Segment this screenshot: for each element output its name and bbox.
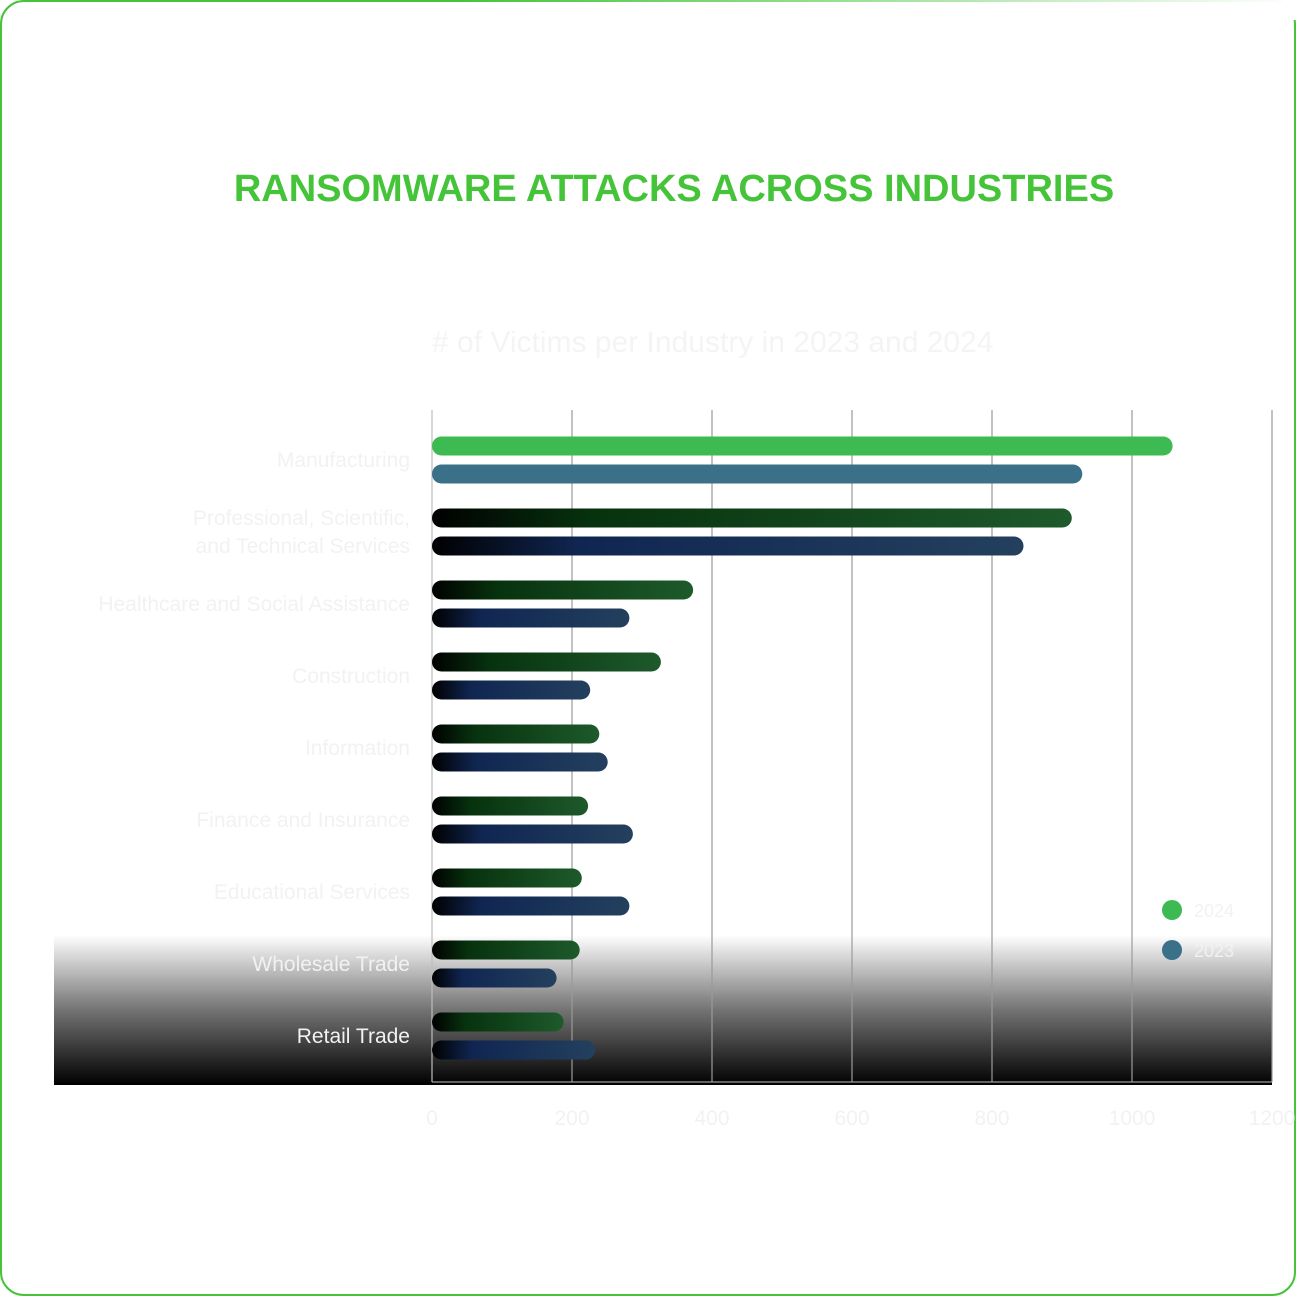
bar-2024 xyxy=(432,652,661,672)
category-label: Educational Services xyxy=(214,881,410,904)
category-label: Finance and Insurance xyxy=(196,809,410,832)
category-label: Healthcare and Social Assistance xyxy=(98,593,410,616)
bar-2024 xyxy=(432,1012,564,1032)
chart-title: # of Victims per Industry in 2023 and 20… xyxy=(432,326,994,359)
category-label: Construction xyxy=(292,665,410,688)
card-edge-fade xyxy=(0,0,1300,20)
page-title: RANSOMWARE ATTACKS ACROSS INDUSTRIES xyxy=(233,168,1115,210)
x-tick-label: 400 xyxy=(694,1107,729,1130)
bar-2023 xyxy=(432,824,633,844)
x-tick-label: 600 xyxy=(834,1107,869,1130)
bar-2024 xyxy=(432,868,582,888)
category-label: Retail Trade xyxy=(297,1025,410,1048)
bar-2024 xyxy=(432,724,600,744)
bar-2023 xyxy=(432,968,557,988)
bottom-dark-overlay xyxy=(54,935,1272,1085)
bar-2024 xyxy=(432,796,589,816)
bar-2023 xyxy=(432,464,1083,484)
bar-2024 xyxy=(432,580,694,600)
category-label: Professional, Scientific, and Technical S… xyxy=(193,507,410,558)
category-label: Wholesale Trade xyxy=(252,953,410,976)
bar-2023 xyxy=(432,896,630,916)
x-tick-label: 200 xyxy=(554,1107,589,1130)
category-label: Information xyxy=(305,737,410,760)
x-tick-label: 800 xyxy=(974,1107,1009,1130)
bar-2023 xyxy=(432,680,591,700)
bar-2023 xyxy=(432,1040,596,1060)
bar-2024 xyxy=(432,508,1072,528)
bar-2023 xyxy=(432,608,630,628)
legend-swatch xyxy=(1162,940,1182,960)
bar-2023 xyxy=(432,536,1024,556)
category-label: Manufacturing xyxy=(277,449,410,472)
bar-2024 xyxy=(432,436,1173,456)
x-tick-label: 1200 xyxy=(1249,1107,1296,1130)
x-tick-label: 1000 xyxy=(1109,1107,1156,1130)
x-tick-label: 0 xyxy=(426,1107,438,1130)
legend-label: 2024 xyxy=(1194,901,1234,921)
bar-2024 xyxy=(432,940,580,960)
legend-swatch xyxy=(1162,900,1182,920)
legend-label: 2023 xyxy=(1194,941,1234,961)
bar-2023 xyxy=(432,752,608,772)
